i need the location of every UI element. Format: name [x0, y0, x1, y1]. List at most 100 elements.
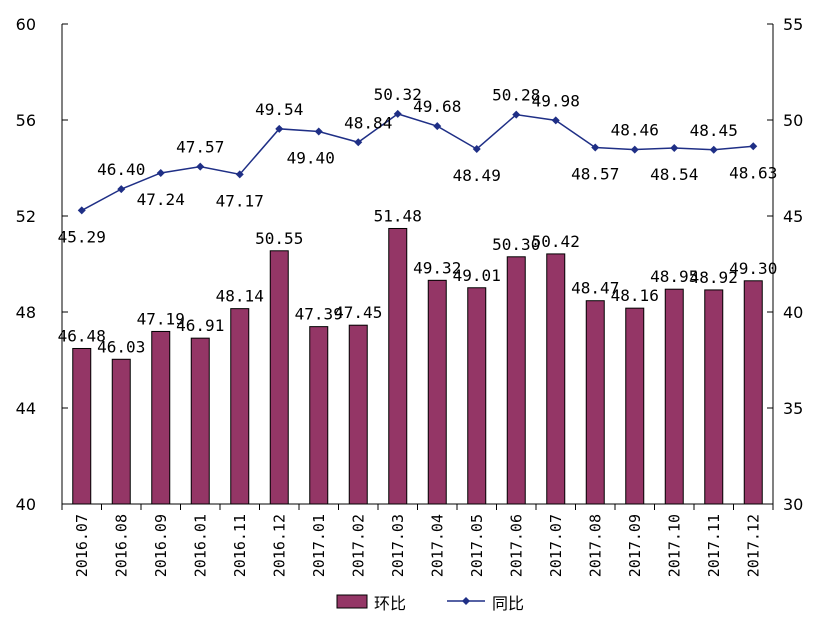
line-marker — [472, 144, 481, 153]
x-tick-label: 2016.11 — [231, 514, 249, 577]
line-marker — [275, 124, 284, 133]
legend-swatch-series-0 — [336, 594, 368, 609]
line-marker — [670, 144, 679, 153]
bar-data-label: 51.48 — [374, 206, 422, 225]
bar-data-label: 47.45 — [334, 303, 382, 322]
line-marker — [235, 170, 244, 179]
bar — [506, 256, 526, 505]
x-tick-label: 2017.07 — [547, 514, 565, 577]
y-left-tick-label: 56 — [16, 111, 36, 130]
bar-data-label: 46.03 — [97, 337, 145, 356]
y-left-tick-label: 40 — [16, 495, 36, 514]
line-marker — [196, 162, 205, 171]
x-tick-label: 2017.09 — [626, 514, 644, 577]
y-left-tick-label: 48 — [16, 303, 36, 322]
line-marker — [314, 127, 323, 136]
line-data-label: 45.29 — [58, 227, 106, 246]
line-data-label: 49.68 — [413, 97, 461, 116]
bar-data-label: 49.30 — [729, 259, 777, 278]
y-right-tick-label: 40 — [783, 303, 803, 322]
line-data-label: 48.84 — [344, 113, 392, 132]
line-data-label: 47.17 — [216, 191, 264, 210]
line-data-label: 48.49 — [453, 166, 501, 185]
line-marker — [393, 109, 402, 118]
x-tick-label: 2016.09 — [152, 514, 170, 577]
bar — [269, 250, 289, 505]
line-marker — [354, 138, 363, 147]
legend-label-series-1: 同比 — [492, 594, 524, 613]
x-tick-label: 2017.06 — [507, 514, 525, 577]
line-marker — [630, 145, 639, 154]
x-tick-label: 2016.08 — [112, 514, 130, 577]
y-left-tick-label: 60 — [16, 15, 36, 34]
bar-data-label: 47.19 — [137, 309, 185, 328]
bar-data-label: 49.32 — [413, 258, 461, 277]
bar-data-label: 50.55 — [255, 229, 303, 248]
bar — [111, 358, 131, 505]
bar — [309, 326, 329, 505]
bar — [348, 324, 368, 505]
line-data-label: 48.46 — [611, 121, 659, 140]
line-data-label: 49.40 — [287, 149, 335, 168]
line-marker — [117, 185, 126, 194]
line-data-label: 47.57 — [176, 138, 224, 157]
y-left-tick-label: 52 — [16, 207, 36, 226]
x-tick-label: 2017.08 — [586, 514, 604, 577]
line-marker — [433, 122, 442, 131]
y-right-tick-label: 35 — [783, 399, 803, 418]
x-tick-label: 2017.10 — [665, 514, 683, 577]
x-tick-label: 2017.04 — [428, 514, 446, 577]
bar-data-label: 49.01 — [453, 266, 501, 285]
plot-area: 40 44 48 52 56 60 30 35 40 45 50 55 2016.07 2016.08 20… — [16, 15, 804, 577]
bar-data-label: 48.92 — [690, 268, 738, 287]
line-marker — [709, 145, 718, 154]
bar — [427, 279, 447, 505]
line-series — [81, 113, 754, 212]
line-marker — [551, 116, 560, 125]
x-tick-label: 2017.12 — [744, 514, 762, 577]
bar-data-label: 47.39 — [295, 305, 343, 324]
legend: 环比 同比 — [336, 594, 524, 613]
bar-data-label: 48.14 — [216, 287, 264, 306]
bar — [151, 330, 171, 505]
y-left-tick-label: 44 — [16, 399, 36, 418]
bar — [190, 337, 210, 505]
x-tick-label: 2017.05 — [468, 514, 486, 577]
x-tick-label: 2017.01 — [310, 514, 328, 577]
bar — [585, 300, 605, 505]
bar — [664, 288, 684, 505]
bar-data-label: 48.47 — [571, 279, 619, 298]
line-marker — [749, 142, 758, 151]
line-marker — [591, 143, 600, 152]
x-tick-label: 2016.01 — [191, 514, 209, 577]
line-data-label: 49.54 — [255, 100, 303, 119]
y-right-tick-label: 45 — [783, 207, 803, 226]
legend-marker-series-1 — [462, 597, 470, 605]
bar-data-label: 46.91 — [176, 316, 224, 335]
bar-data-label: 46.48 — [58, 326, 106, 345]
line-marker — [512, 110, 521, 119]
line-data-label: 48.63 — [729, 163, 777, 182]
line-data-label: 48.45 — [690, 121, 738, 140]
bar — [743, 280, 763, 505]
line-data-label: 49.98 — [532, 91, 580, 110]
y-right-tick-label: 30 — [783, 495, 803, 514]
line-data-label: 50.32 — [374, 85, 422, 104]
bar — [625, 307, 645, 505]
line-data-label: 50.28 — [492, 86, 540, 105]
x-tick-label: 2016.12 — [270, 514, 288, 577]
bar — [230, 308, 250, 505]
bar — [72, 347, 92, 505]
line-data-label: 48.54 — [650, 165, 698, 184]
x-tick-label: 2016.07 — [73, 514, 91, 577]
bar-data-label: 48.16 — [611, 286, 659, 305]
bar-data-label: 50.30 — [492, 235, 540, 254]
line-data-label: 47.24 — [137, 190, 185, 209]
line-data-label: 46.40 — [97, 160, 145, 179]
x-tick-label: 2017.11 — [705, 514, 723, 577]
bar-data-label: 48.95 — [650, 267, 698, 286]
line-marker — [77, 206, 86, 215]
x-tick-label: 2017.03 — [389, 514, 407, 577]
line-marker — [156, 168, 165, 177]
